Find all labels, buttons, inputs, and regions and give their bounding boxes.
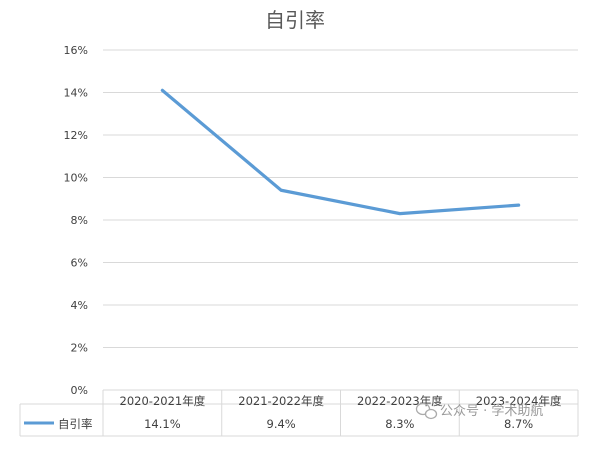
legend: 自引率	[24, 417, 93, 431]
y-tick-label: 0%	[71, 384, 88, 397]
gridlines	[103, 49, 578, 391]
data-label: 9.4%	[267, 417, 296, 431]
y-tick-label: 16%	[64, 44, 88, 57]
y-tick-label: 2%	[71, 342, 88, 355]
y-tick-label: 6%	[71, 257, 88, 270]
y-tick-label: 10%	[64, 172, 88, 185]
legend-label: 自引率	[58, 417, 93, 431]
data-label: 8.7%	[504, 417, 533, 431]
watermark: 公众号 · 学术助航	[415, 402, 543, 420]
y-tick-label: 12%	[64, 129, 88, 142]
x-category-label: 2022-2023年度	[357, 394, 443, 408]
data-label: 8.3%	[385, 417, 414, 431]
data-label: 14.1%	[144, 417, 181, 431]
chart-title: 自引率	[265, 8, 325, 32]
wechat-icon	[415, 402, 438, 420]
watermark-text: 公众号 · 学术助航	[440, 403, 543, 419]
x-category-label: 2023-2024年度	[476, 394, 562, 408]
x-category-label: 2020-2021年度	[120, 394, 206, 408]
y-tick-label: 4%	[71, 299, 88, 312]
series-lines	[160, 88, 521, 216]
x-category-label: 2021-2022年度	[238, 394, 324, 408]
y-tick-label: 8%	[71, 214, 88, 227]
data-table: 2020-2021年度 14.1% 2021-2022年度 9.4% 2022-2023…	[19, 389, 579, 437]
y-axis-ticks: 0% 2% 4% 6% 8% 10% 12% 14% 16%	[64, 44, 88, 397]
series-line	[160, 88, 521, 216]
y-tick-label: 14%	[64, 87, 88, 100]
